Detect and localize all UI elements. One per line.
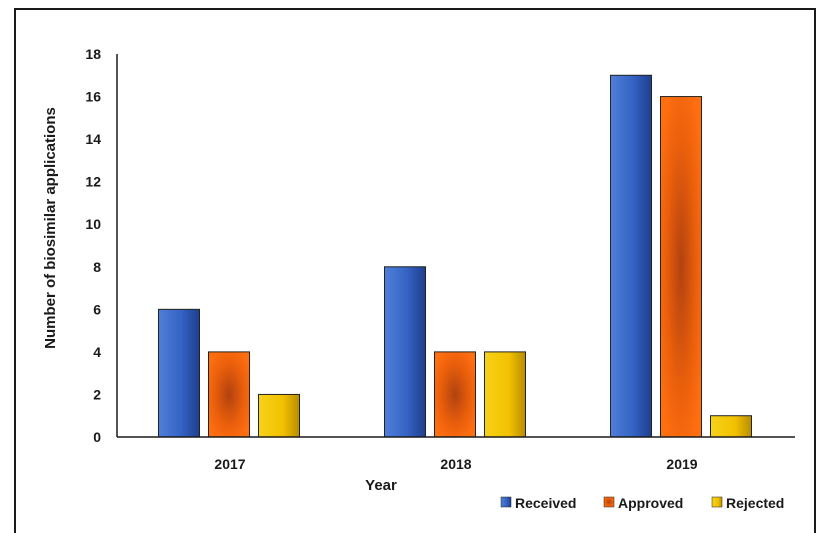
y-tick-label: 4 [93, 344, 101, 360]
bar-approved-2018 [434, 351, 476, 438]
plot-area: 0 2 4 6 8 10 12 14 16 18 2017 2018 2019 [85, 46, 795, 472]
legend-swatch-received [500, 496, 512, 508]
bar-approved-2017 [208, 351, 250, 438]
legend-swatch-rejected [711, 496, 723, 508]
legend: Received Approved Rejected [500, 495, 784, 511]
bar-rejected-2017 [258, 393, 300, 438]
legend-label-received: Received [515, 495, 576, 511]
bar-received-2018 [384, 266, 426, 438]
y-tick-label: 16 [85, 89, 101, 105]
y-axis-title: Number of biosimilar applications [42, 107, 59, 349]
bar-rejected-2019 [710, 415, 752, 438]
chart-frame [14, 8, 816, 533]
y-tick-label: 18 [85, 46, 101, 62]
bar-approved-2019 [660, 96, 702, 438]
y-tick-label: 10 [85, 216, 101, 232]
y-tick-label: 2 [93, 386, 101, 402]
y-tick-label: 8 [93, 259, 101, 275]
bar-received-2017 [158, 308, 200, 438]
legend-label-rejected: Rejected [726, 495, 784, 511]
x-axis-title: Year [365, 477, 397, 494]
y-tick-label: 6 [93, 301, 101, 317]
y-tick-label: 14 [85, 131, 101, 147]
y-tick-label: 0 [93, 429, 101, 445]
x-tick-label: 2017 [214, 456, 245, 472]
x-tick-label: 2018 [440, 456, 471, 472]
y-tick-label: 12 [85, 174, 101, 190]
bar-received-2019 [610, 74, 652, 438]
bar-rejected-2018 [484, 351, 526, 438]
legend-label-approved: Approved [618, 495, 683, 511]
legend-swatch-approved [603, 496, 615, 508]
x-tick-label: 2019 [666, 456, 697, 472]
